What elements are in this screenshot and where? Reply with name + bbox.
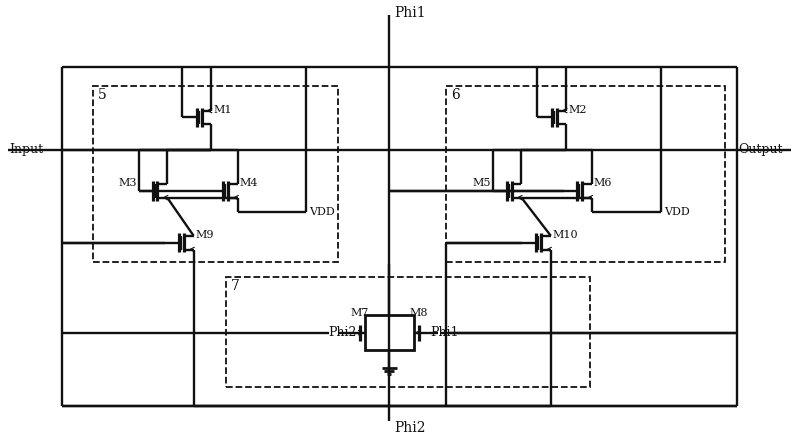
Text: 6: 6 [451, 88, 460, 102]
Text: M6: M6 [594, 178, 612, 188]
Text: M10: M10 [553, 230, 578, 240]
Text: VDD: VDD [309, 208, 335, 217]
Text: Phi2: Phi2 [329, 326, 357, 339]
Text: M3: M3 [118, 178, 137, 188]
Text: VDD: VDD [664, 208, 690, 217]
Bar [365, 315, 414, 350]
Text: 7: 7 [231, 279, 240, 293]
Text: Phi2: Phi2 [394, 421, 426, 435]
Text: Phi1: Phi1 [430, 326, 459, 339]
Text: M5: M5 [473, 178, 491, 188]
Bar [446, 86, 725, 262]
Text: M1: M1 [214, 105, 232, 115]
Text: M9: M9 [196, 230, 214, 240]
Text: M2: M2 [569, 105, 587, 115]
Text: M8: M8 [410, 308, 428, 318]
Text: 5: 5 [98, 88, 106, 102]
Text: M7: M7 [351, 308, 370, 318]
Text: Output: Output [738, 143, 783, 156]
Text: Phi1: Phi1 [394, 6, 426, 20]
Bar [226, 277, 590, 386]
Text: M4: M4 [240, 178, 258, 188]
Text: Input: Input [10, 143, 44, 156]
Bar [93, 86, 338, 262]
